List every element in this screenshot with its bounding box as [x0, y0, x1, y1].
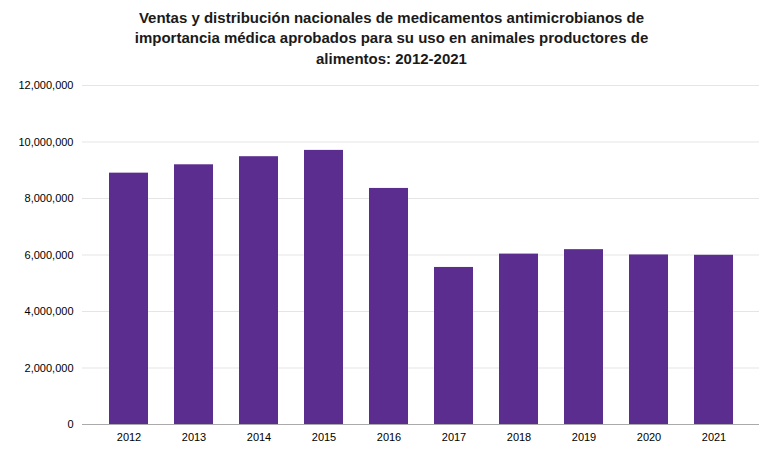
svg-text:0: 0 [67, 418, 73, 430]
svg-text:2014: 2014 [247, 431, 271, 443]
svg-text:12,000,000: 12,000,000 [18, 79, 73, 91]
svg-text:2,000,000: 2,000,000 [25, 361, 74, 373]
svg-text:2017: 2017 [442, 431, 466, 443]
html-text:Ventas y distribución nacional: Ventas y distribución nacionales de medi… [134, 9, 649, 67]
svg-text:10,000,000: 10,000,000 [18, 135, 73, 147]
svg-text:8,000,000: 8,000,000 [25, 192, 74, 204]
svg-text:2013: 2013 [182, 431, 206, 443]
svg-text:2018: 2018 [507, 431, 531, 443]
svg-text:2019: 2019 [572, 431, 596, 443]
svg-text:2021: 2021 [702, 431, 726, 443]
svg-text:2012: 2012 [117, 431, 141, 443]
svg-text:2016: 2016 [377, 431, 401, 443]
svg-text:2020: 2020 [637, 431, 661, 443]
svg-text:2015: 2015 [312, 431, 336, 443]
svg-text:6,000,000: 6,000,000 [25, 248, 74, 260]
svg-text:4,000,000: 4,000,000 [25, 305, 74, 317]
